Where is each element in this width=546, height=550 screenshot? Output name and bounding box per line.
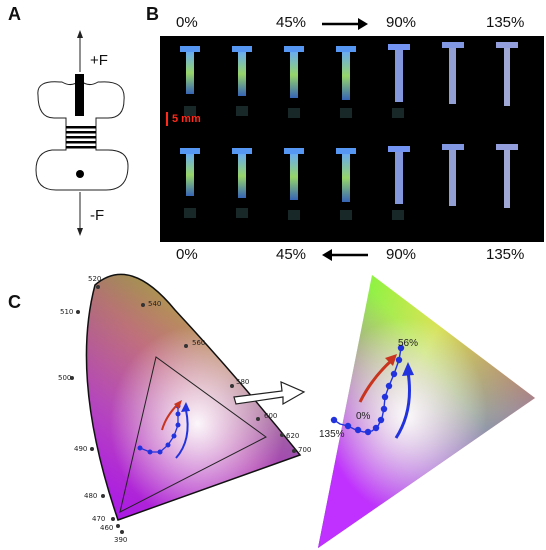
up-arrow-icon	[77, 30, 83, 38]
spectral-locus	[85, 273, 302, 521]
gamut-triangle	[119, 356, 267, 513]
marker-bar	[75, 74, 84, 116]
wavelength-label-470: 470	[92, 515, 105, 523]
scale-bar-label: 5 mm	[172, 113, 201, 125]
strain-label-top-135: 135%	[486, 14, 525, 31]
plus-force-label: +F	[90, 52, 108, 69]
strain-label-bottom-135: 135%	[486, 246, 525, 263]
label-0-percent: 0%	[356, 411, 371, 422]
frame-row-top	[180, 42, 518, 118]
panel-label-b: B	[146, 4, 159, 24]
forward-arrow-icon	[322, 18, 368, 30]
strain-label-bottom-45: 45%	[276, 246, 307, 263]
scale-bar-line	[166, 112, 168, 126]
reverse-arrow-icon	[322, 249, 368, 261]
specimen-diagram: +F -F	[35, 30, 129, 236]
label-135-percent: 135%	[319, 429, 345, 440]
panel-label-a: A	[8, 4, 21, 24]
wavelength-label-620: 620	[286, 432, 299, 440]
label-56-percent: 56%	[398, 338, 418, 349]
strain-label-bottom-90: 90%	[386, 246, 417, 263]
wavelength-label-560: 560	[192, 339, 205, 347]
strain-label-top-90: 90%	[386, 14, 417, 31]
wavelength-label-390: 390	[114, 536, 127, 544]
wavelength-label-510: 510	[60, 308, 73, 316]
wavelength-ticks	[70, 285, 296, 534]
zoomed-trajectory	[330, 344, 414, 439]
wavelength-label-460: 460	[100, 524, 113, 532]
main-trajectory	[137, 400, 190, 459]
cie-diagram: 520 540 510 560 500 580 600 620 490 700 …	[58, 273, 535, 548]
marker-dot	[76, 170, 84, 178]
frame-row-bottom	[180, 144, 518, 220]
wavelength-label-540: 540	[148, 300, 161, 308]
wavelength-label-490: 490	[74, 445, 87, 453]
panel-label-c: C	[8, 292, 21, 312]
wavelength-label-580: 580	[236, 378, 249, 386]
strain-label-top-0: 0%	[176, 14, 198, 31]
photo-frames	[166, 42, 518, 220]
zoom-arrow-icon	[233, 381, 306, 406]
wavelength-label-600: 600	[264, 412, 277, 420]
wavelength-label-500: 500	[58, 374, 71, 382]
strain-label-top-45: 45%	[276, 14, 307, 31]
down-arrow-icon	[77, 228, 83, 236]
specimen-photo-grid: 5 mm	[160, 36, 544, 242]
stripe-pattern	[66, 126, 96, 149]
wavelength-label-480: 480	[84, 492, 97, 500]
zoomed-gamut-fill	[318, 275, 535, 548]
minus-force-label: -F	[90, 207, 104, 224]
strain-label-bottom-0: 0%	[176, 246, 198, 263]
wavelength-label-520: 520	[88, 275, 101, 283]
wavelength-label-700: 700	[298, 446, 311, 454]
